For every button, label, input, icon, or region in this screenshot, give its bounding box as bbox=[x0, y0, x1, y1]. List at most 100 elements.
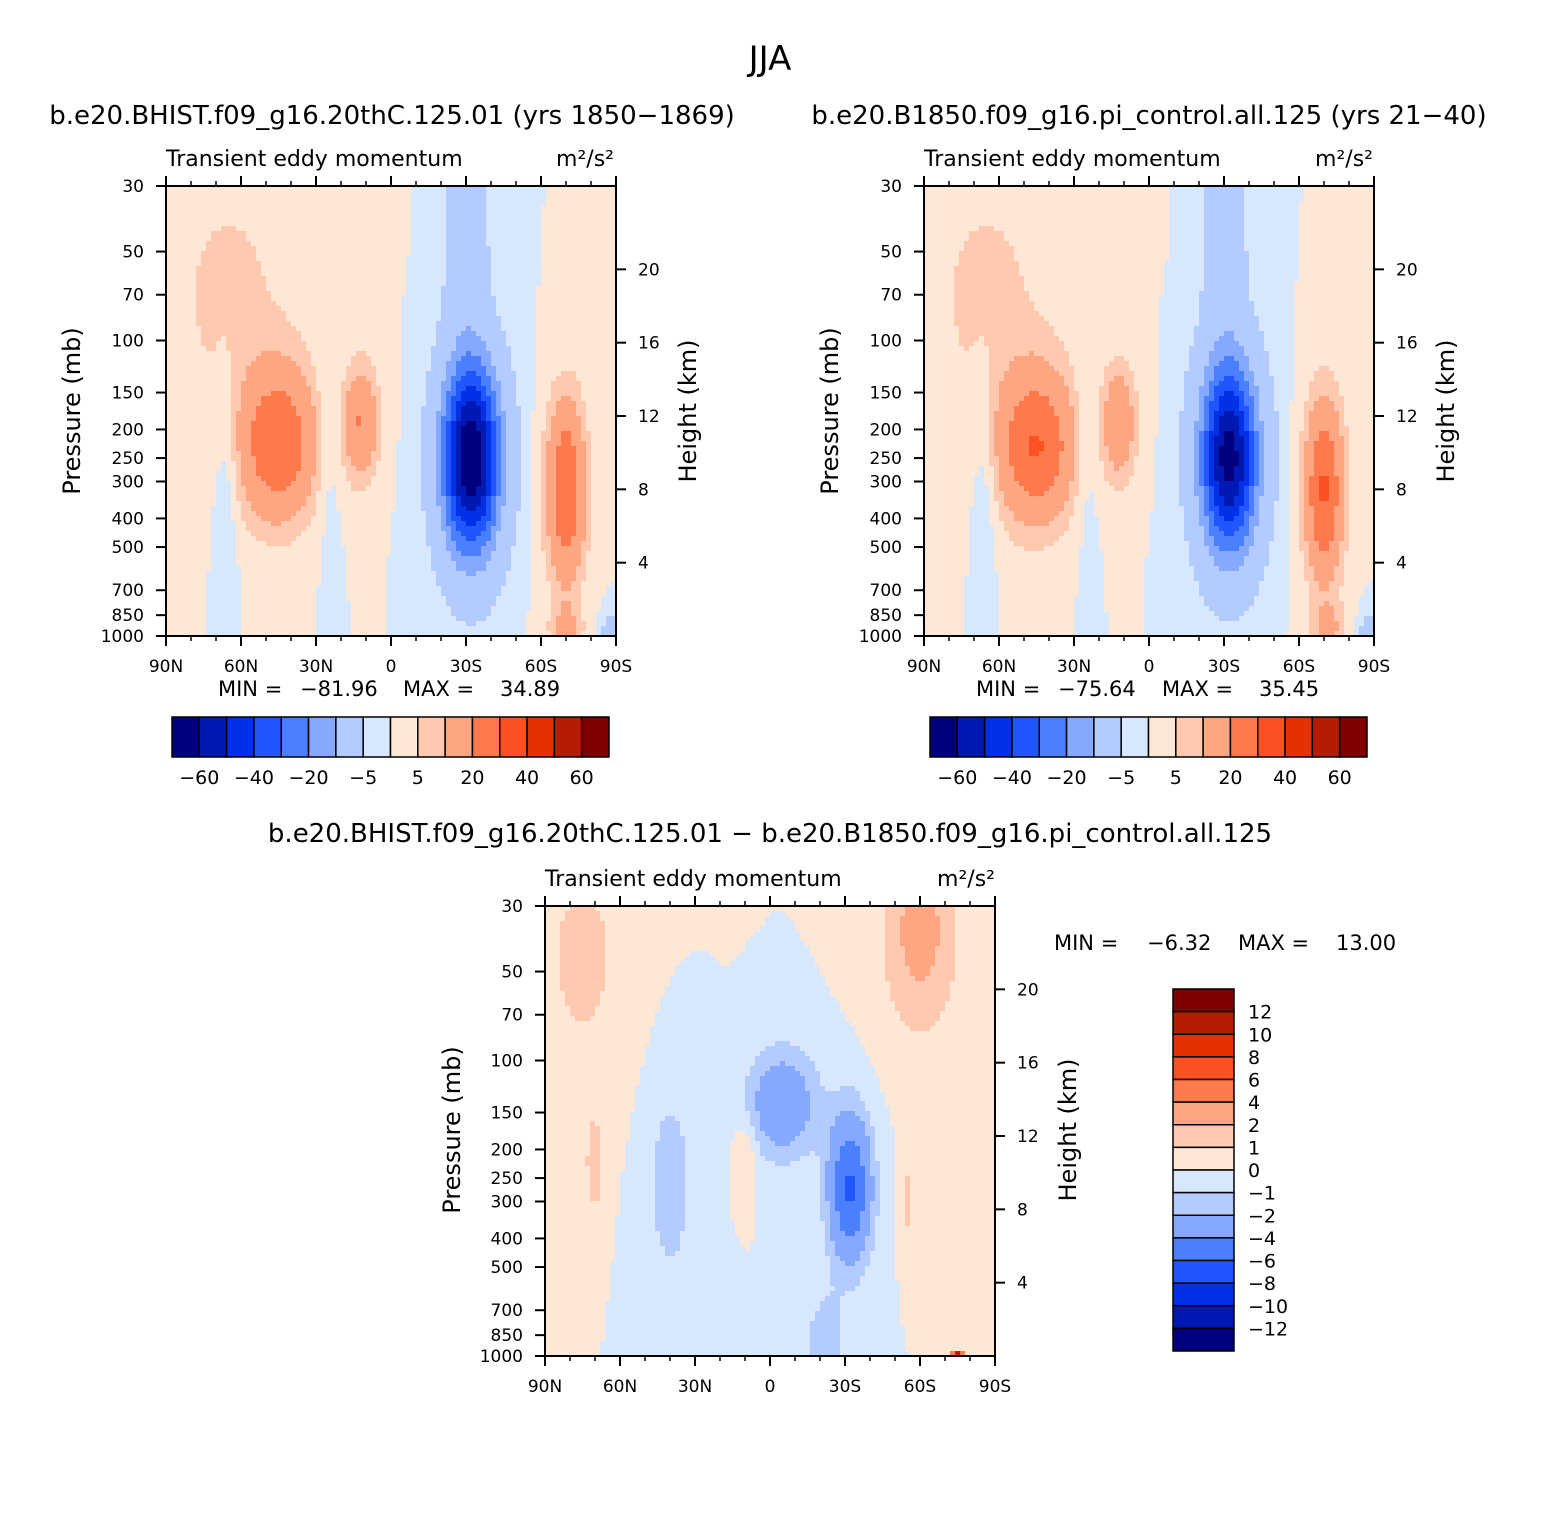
panel-a-cell bbox=[546, 206, 552, 212]
panel-a-cell bbox=[471, 211, 477, 217]
panel-a-cell bbox=[471, 201, 477, 207]
panel-a-cell bbox=[171, 386, 177, 392]
panel-a-cell bbox=[336, 211, 342, 217]
panel-a-cell bbox=[481, 296, 487, 302]
panel-a-cell bbox=[301, 441, 307, 447]
panel-a-cell bbox=[531, 391, 537, 397]
panel-a-cell bbox=[381, 276, 387, 282]
panel-a-cell bbox=[426, 221, 432, 227]
panel-a-cell bbox=[316, 236, 322, 242]
panel-a-cell bbox=[276, 366, 282, 372]
panel-a-cell bbox=[501, 261, 507, 267]
panel-a-cell bbox=[216, 256, 222, 262]
panel-a-cell bbox=[306, 386, 312, 392]
panel-a-cell bbox=[601, 221, 607, 227]
panel-a-cell bbox=[331, 436, 337, 442]
panel-a-cell bbox=[551, 336, 557, 342]
panel-a-cell bbox=[546, 241, 552, 247]
panel-a-cell bbox=[536, 191, 542, 197]
panel-a-cell bbox=[601, 191, 607, 197]
panel-a-cell bbox=[606, 301, 612, 307]
panel-a-cell bbox=[416, 351, 422, 357]
panel-a-cell bbox=[241, 391, 247, 397]
panel-a-cell bbox=[401, 361, 407, 367]
panel-a-cell bbox=[436, 451, 442, 457]
panel-a-cell bbox=[406, 451, 412, 457]
panel-a-cell bbox=[536, 266, 542, 272]
panel-a-cell bbox=[191, 286, 197, 292]
panel-a-cell bbox=[346, 301, 352, 307]
panel-a-cell bbox=[366, 191, 372, 197]
panel-a-cell bbox=[221, 386, 227, 392]
panel-a-cell bbox=[441, 331, 447, 337]
panel-a-cell bbox=[411, 356, 417, 362]
panel-a-cell bbox=[521, 286, 527, 292]
panel-a-cell bbox=[271, 436, 277, 442]
panel-a-cell bbox=[486, 361, 492, 367]
panel-a-cell bbox=[241, 331, 247, 337]
panel-a-cell bbox=[211, 446, 217, 452]
panel-a-cell bbox=[181, 241, 187, 247]
panel-a-cell bbox=[381, 346, 387, 352]
panel-a-cell bbox=[376, 231, 382, 237]
panel-a-cell bbox=[396, 266, 402, 272]
panel-a-cell bbox=[266, 241, 272, 247]
panel-a-cell bbox=[221, 271, 227, 277]
panel-a-cell bbox=[361, 411, 367, 417]
panel-a-cell bbox=[266, 201, 272, 207]
panel-a-cell bbox=[551, 351, 557, 357]
panel-a-cell bbox=[326, 421, 332, 427]
panel-a-cell bbox=[361, 226, 367, 232]
panel-a-cell bbox=[461, 201, 467, 207]
panel-a-cell bbox=[216, 421, 222, 427]
panel-a-cell bbox=[491, 326, 497, 332]
panel-a-cell bbox=[376, 431, 382, 437]
panel-a-cell bbox=[476, 441, 482, 447]
panel-a-cell bbox=[376, 316, 382, 322]
panel-a-cell bbox=[386, 296, 392, 302]
panel-a-cell bbox=[261, 251, 267, 257]
panel-a-cell bbox=[246, 326, 252, 332]
panel-a-cell bbox=[361, 231, 367, 237]
panel-a-cell bbox=[221, 206, 227, 212]
panel-a-cell bbox=[346, 291, 352, 297]
panel-a-cell bbox=[471, 231, 477, 237]
panel-a-cell bbox=[181, 456, 187, 462]
panel-a-cell bbox=[276, 256, 282, 262]
panel-a-cell bbox=[256, 201, 262, 207]
panel-a-cell bbox=[211, 276, 217, 282]
panel-a-cell bbox=[386, 276, 392, 282]
panel-a-cell bbox=[276, 251, 282, 257]
panel-a-cell bbox=[376, 226, 382, 232]
panel-a-cell bbox=[326, 411, 332, 417]
panel-a-cell bbox=[321, 301, 327, 307]
panel-a-cell bbox=[371, 426, 377, 432]
panel-a-cell bbox=[306, 276, 312, 282]
panel-a-cell bbox=[441, 316, 447, 322]
panel-a-cell bbox=[486, 196, 492, 202]
panel-a-cell bbox=[381, 196, 387, 202]
panel-a-cell bbox=[411, 306, 417, 312]
panel-a-cell bbox=[211, 311, 217, 317]
panel-a-cell bbox=[241, 251, 247, 257]
panel-a-cell bbox=[391, 351, 397, 357]
panel-a-cell bbox=[321, 311, 327, 317]
panel-a-cell bbox=[286, 436, 292, 442]
panel-a-cell bbox=[596, 451, 602, 457]
panel-a-cell bbox=[561, 376, 567, 382]
panel-a-cell bbox=[351, 441, 357, 447]
panel-a-cell bbox=[431, 416, 437, 422]
panel-a-cell bbox=[211, 451, 217, 457]
panel-a-cell bbox=[501, 436, 507, 442]
panel-a-cell bbox=[176, 421, 182, 427]
panel-a-cell bbox=[361, 326, 367, 332]
panel-a-cell bbox=[601, 381, 607, 387]
panel-a-cell bbox=[566, 381, 572, 387]
panel-a-cell bbox=[471, 351, 477, 357]
panel-a-cell bbox=[296, 431, 302, 437]
panel-a-cell bbox=[406, 281, 412, 287]
panel-a-cell bbox=[221, 336, 227, 342]
panel-a-cell bbox=[326, 241, 332, 247]
panel-a-cell bbox=[321, 281, 327, 287]
panel-a-cell bbox=[246, 356, 252, 362]
